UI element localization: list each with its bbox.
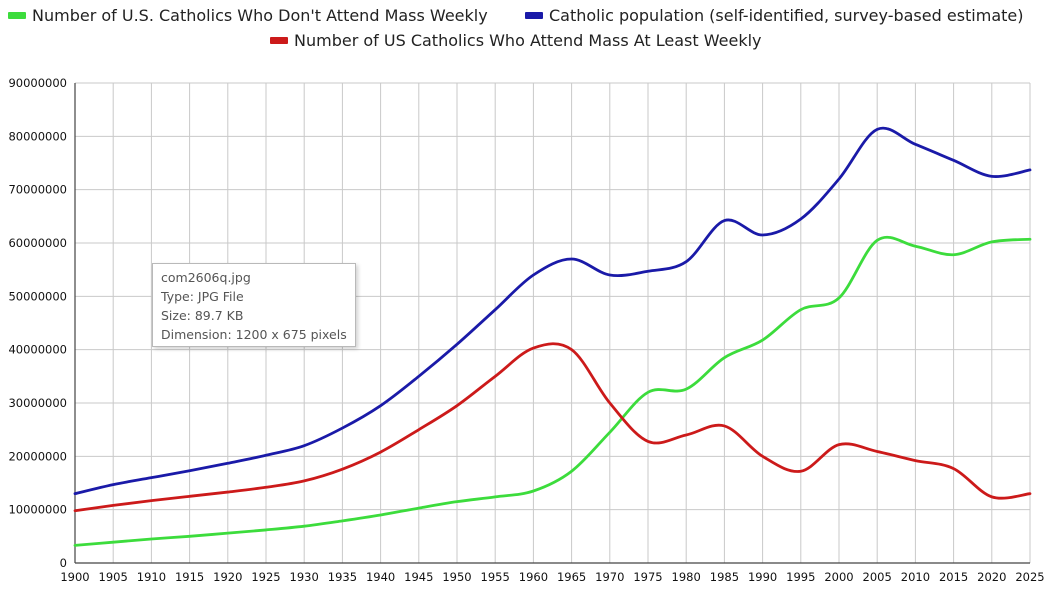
x-tick-label-1960: 1960 <box>519 570 548 584</box>
y-tick-label-8: 80000000 <box>8 129 67 143</box>
x-tick-label-1995: 1995 <box>786 570 815 584</box>
y-tick-label-7: 70000000 <box>8 183 67 197</box>
legend-item-population: Catholic population (self-identified, su… <box>525 6 1024 25</box>
tooltip-size: Size: 89.7 KB <box>161 308 244 323</box>
x-tick-label-1910: 1910 <box>137 570 166 584</box>
legend: Number of U.S. Catholics Who Don't Atten… <box>8 6 1024 50</box>
legend-item-not-weekly: Number of U.S. Catholics Who Don't Atten… <box>8 6 488 25</box>
catholic-population-line <box>73 126 1032 496</box>
axes: 1900 1905 1910 1915 1920 1925 1930 1935 1940 1945… <box>8 76 1044 584</box>
tooltip-filename: com2606q.jpg <box>161 270 251 285</box>
x-tick-label-1975: 1975 <box>633 570 662 584</box>
x-tick-label-1940: 1940 <box>366 570 395 584</box>
weekly-attendance-line <box>73 342 1032 513</box>
legend-item-weekly: Number of US Catholics Who Attend Mass A… <box>270 31 762 50</box>
y-tick-label-6: 60000000 <box>8 236 67 250</box>
x-tick-label-2020: 2020 <box>977 570 1006 584</box>
x-tick-label-2010: 2010 <box>901 570 930 584</box>
x-tick-label-1930: 1930 <box>290 570 319 584</box>
x-tick-label-2015: 2015 <box>939 570 968 584</box>
x-tick-label-1965: 1965 <box>557 570 586 584</box>
x-tick-label-1915: 1915 <box>175 570 204 584</box>
x-tick-label-1920: 1920 <box>213 570 242 584</box>
legend-label-2: Number of US Catholics Who Attend Mass A… <box>294 31 762 50</box>
legend-label-0: Number of U.S. Catholics Who Don't Atten… <box>32 6 488 25</box>
y-tick-label-9: 90000000 <box>8 76 67 90</box>
y-tick-label-4: 40000000 <box>8 343 67 357</box>
tooltip-dimension: Dimension: 1200 x 675 pixels <box>161 327 347 342</box>
x-tick-label-1935: 1935 <box>328 570 357 584</box>
x-tick-label-1905: 1905 <box>99 570 128 584</box>
legend-swatch-2 <box>270 37 288 44</box>
y-tick-label-2: 20000000 <box>8 449 67 463</box>
x-tick-label-1925: 1925 <box>251 570 280 584</box>
y-tick-label-0: 0 <box>60 556 67 570</box>
legend-swatch-1 <box>525 12 543 19</box>
x-tick-label-1950: 1950 <box>442 570 471 584</box>
legend-swatch-0 <box>8 12 26 19</box>
y-tick-label-1: 10000000 <box>8 503 67 517</box>
series-lines <box>73 126 1032 547</box>
file-info-tooltip: com2606q.jpg Type: JPG File Size: 89.7 K… <box>152 263 356 347</box>
x-tick-label-1970: 1970 <box>595 570 624 584</box>
x-tick-label-2005: 2005 <box>863 570 892 584</box>
y-tick-label-3: 30000000 <box>8 396 67 410</box>
tooltip-type: Type: JPG File <box>161 289 244 304</box>
x-tick-label-2025: 2025 <box>1015 570 1044 584</box>
x-tick-label-1985: 1985 <box>710 570 739 584</box>
legend-label-1: Catholic population (self-identified, su… <box>549 6 1024 25</box>
grid <box>74 82 1031 564</box>
x-tick-label-2000: 2000 <box>824 570 853 584</box>
y-tick-label-5: 50000000 <box>8 289 67 303</box>
x-tick-label-1955: 1955 <box>481 570 510 584</box>
x-tick-label-1900: 1900 <box>60 570 89 584</box>
x-tick-label-1990: 1990 <box>748 570 777 584</box>
x-tick-label-1980: 1980 <box>672 570 701 584</box>
x-tick-label-1945: 1945 <box>404 570 433 584</box>
not-weekly-attendance-line <box>73 235 1032 547</box>
